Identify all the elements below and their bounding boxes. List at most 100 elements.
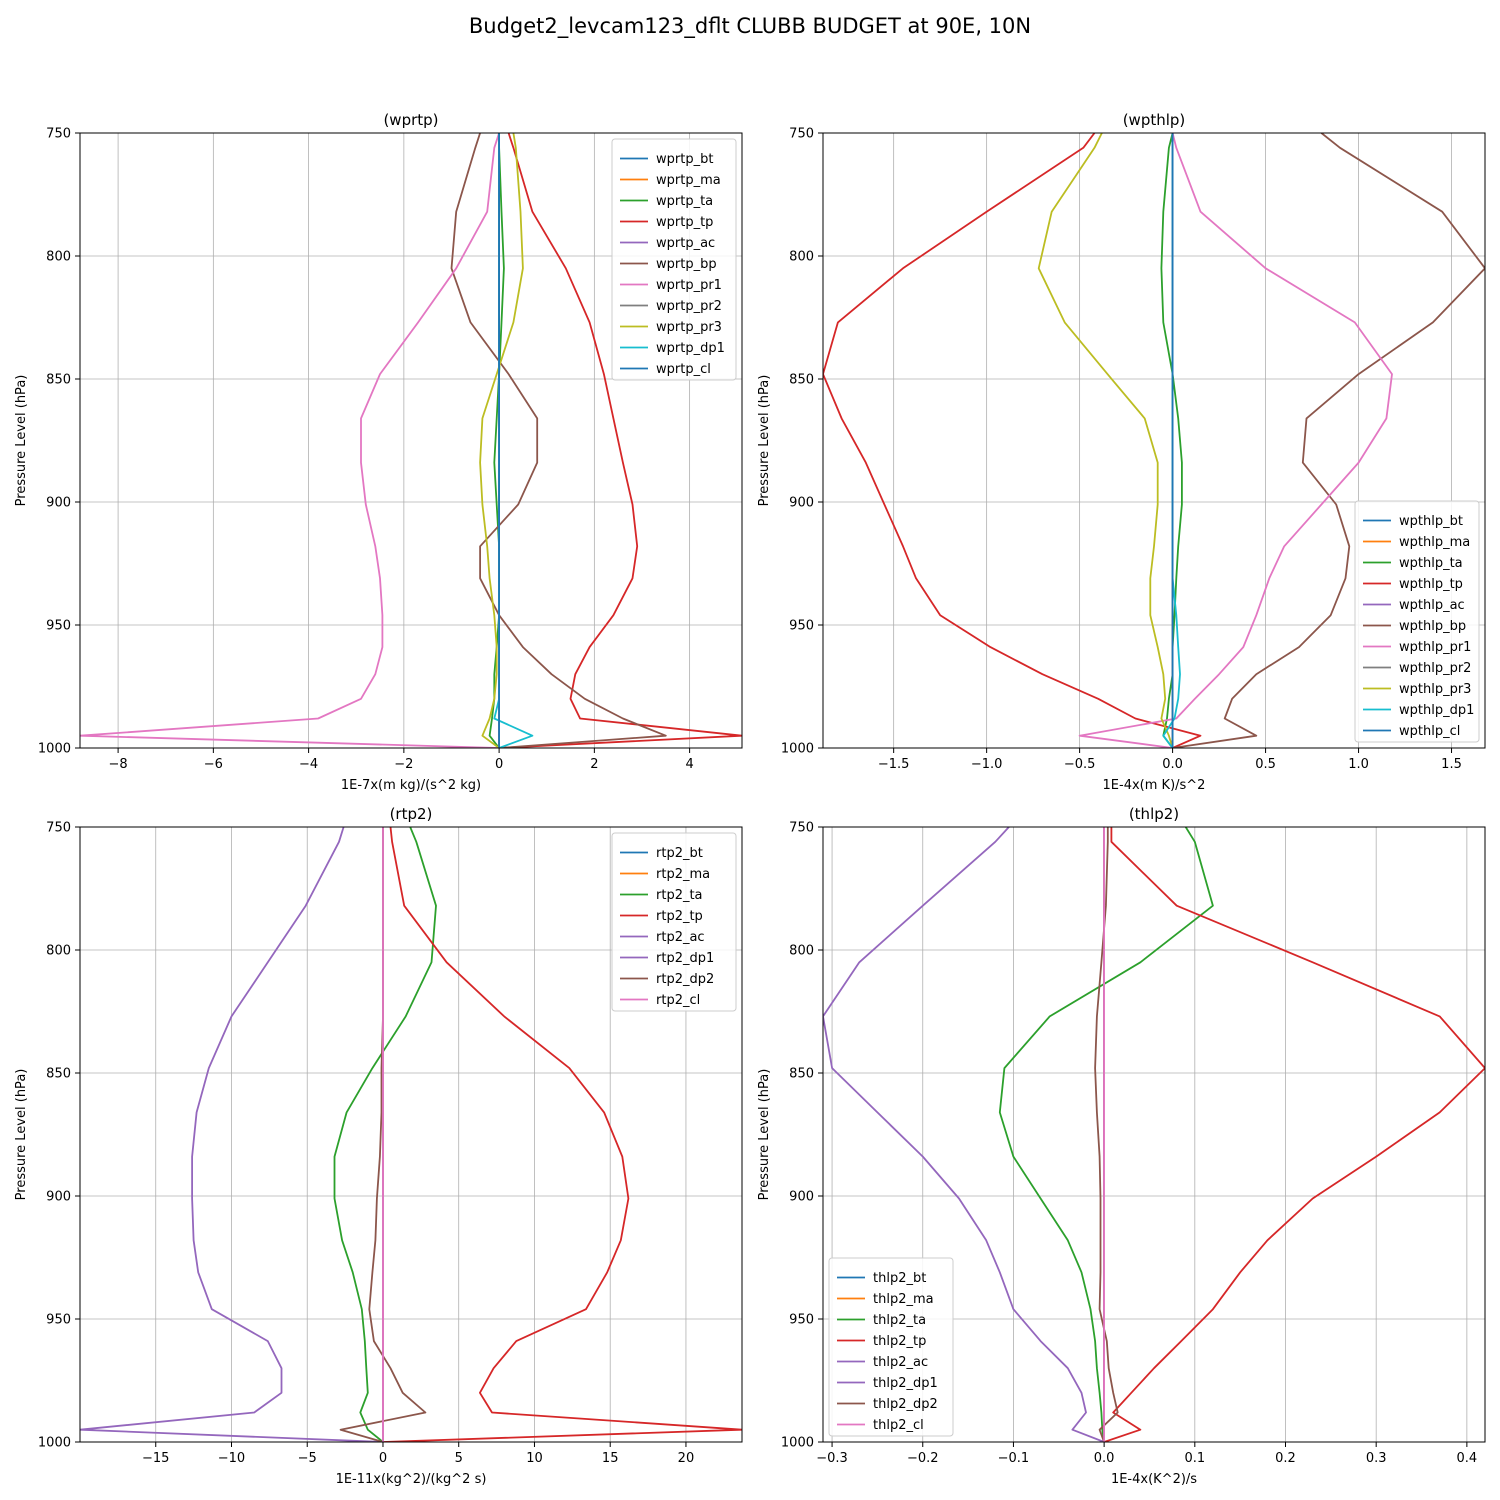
series-lines: [823, 827, 1485, 1442]
legend-label-wprtp_dp1: wprtp_dp1: [656, 341, 725, 356]
legend-label-thlp2_ta: thlp2_ta: [873, 1313, 926, 1328]
y-tick: 1000: [38, 742, 80, 757]
x-tick-label: −6: [204, 757, 223, 772]
x-tick: 0.0: [1162, 748, 1183, 772]
x-tick-label: 0.2: [1275, 1451, 1296, 1466]
legend-label-thlp2_bt: thlp2_bt: [873, 1271, 926, 1286]
x-tick: −1.5: [878, 748, 909, 772]
x-tick: 0.0: [1094, 1442, 1114, 1466]
y-tick: 750: [789, 821, 823, 836]
y-tick-label: 800: [789, 250, 814, 265]
legend-label-wpthlp_cl: wpthlp_cl: [1399, 724, 1460, 739]
x-tick: 0.4: [1457, 1442, 1477, 1466]
y-tick: 750: [46, 127, 80, 142]
panel-title: (thlp2): [1129, 805, 1179, 823]
legend-label-thlp2_ma: thlp2_ma: [873, 1292, 934, 1307]
x-tick: −5: [298, 1442, 317, 1466]
y-tick-label: 850: [46, 373, 71, 388]
legend-label-wprtp_ma: wprtp_ma: [656, 173, 721, 188]
y-tick-label: 750: [789, 821, 814, 836]
y-tick: 950: [789, 1313, 823, 1328]
y-tick-label: 750: [46, 821, 71, 836]
legend-label-rtp2_bt: rtp2_bt: [656, 846, 703, 861]
y-tick: 800: [46, 250, 80, 265]
x-tick: 20: [678, 1442, 695, 1466]
y-tick-label: 1000: [781, 1436, 814, 1451]
legend-label-thlp2_tp: thlp2_tp: [873, 1334, 926, 1349]
x-tick-label: 20: [678, 1451, 695, 1466]
x-tick: 0: [495, 748, 503, 772]
legend-label-wprtp_bt: wprtp_bt: [656, 152, 713, 167]
y-tick-label: 950: [46, 1313, 71, 1328]
legend-label-rtp2_ta: rtp2_ta: [656, 888, 703, 903]
x-tick: 1.0: [1348, 748, 1369, 772]
series-line-wpthlp_ta: [1160, 133, 1183, 748]
legend: thlp2_bt thlp2_ma thlp2_ta thlp2_tp thlp2_ac…: [828, 1257, 954, 1437]
legend-label-wprtp_ta: wprtp_ta: [656, 194, 713, 209]
x-tick-label: 15: [602, 1451, 619, 1466]
y-tick: 900: [789, 496, 823, 511]
legend-label-wpthlp_pr3: wpthlp_pr3: [1399, 682, 1471, 697]
x-tick: −6: [204, 748, 223, 772]
x-tick: −0.5: [1064, 748, 1096, 772]
axes-frame: [822, 132, 1486, 749]
series-line-wprtp_tp: [499, 133, 742, 748]
figure-suptitle: Budget2_levcam123_dflt CLUBB BUDGET at 9…: [468, 14, 1032, 38]
legend-label-wpthlp_ac: wpthlp_ac: [1399, 598, 1465, 613]
legend-label-wpthlp_bp: wpthlp_bp: [1399, 619, 1466, 634]
x-tick: 15: [602, 1442, 619, 1466]
y-tick-label: 850: [789, 373, 814, 388]
y-tick: 750: [46, 821, 80, 836]
legend-label-wpthlp_tp: wpthlp_tp: [1399, 577, 1463, 592]
axes-frame: [79, 132, 743, 749]
series-line-wpthlp_tp: [823, 133, 1202, 748]
x-tick: 5: [455, 1442, 463, 1466]
x-axis-label: 1E-7x(m kg)/(s^2 kg): [341, 778, 481, 793]
axes-frame: [822, 826, 1486, 1443]
x-tick-label: −0.2: [907, 1451, 939, 1466]
x-tick-label: −1.0: [971, 757, 1003, 772]
y-tick: 900: [789, 1190, 823, 1205]
legend-label-wpthlp_pr1: wpthlp_pr1: [1399, 640, 1471, 655]
series-line-thlp2_dp2: [1094, 827, 1119, 1442]
series-line-wpthlp_bp: [1172, 133, 1485, 748]
x-tick-label: −5: [298, 1451, 317, 1466]
y-axis-label: Pressure Level (hPa): [757, 375, 772, 507]
y-tick-label: 950: [789, 1313, 814, 1328]
y-tick: 800: [789, 944, 823, 959]
x-tick: −15: [142, 1442, 169, 1466]
series-line-thlp2_tp: [1103, 827, 1485, 1442]
y-tick: 850: [789, 373, 823, 388]
legend-label-rtp2_dp1: rtp2_dp1: [656, 951, 714, 966]
y-axis-label: Pressure Level (hPa): [14, 375, 29, 507]
x-tick: 10: [526, 1442, 543, 1466]
series-line-rtp2_tp: [382, 827, 742, 1442]
y-tick-label: 800: [46, 250, 71, 265]
series-line-wpthlp_pr1: [1078, 133, 1393, 748]
x-tick-label: −8: [109, 757, 128, 772]
legend-label-rtp2_ac: rtp2_ac: [656, 930, 705, 945]
y-tick: 850: [789, 1067, 823, 1082]
y-tick-label: 950: [46, 619, 71, 634]
x-tick-label: −0.5: [1064, 757, 1096, 772]
x-tick: 2: [590, 748, 599, 772]
x-tick-label: 1.0: [1348, 757, 1369, 772]
y-tick-label: 1000: [38, 1436, 71, 1451]
x-tick: 0.1: [1184, 1442, 1205, 1466]
legend-label-wpthlp_dp1: wpthlp_dp1: [1399, 703, 1474, 718]
legend-label-wprtp_cl: wprtp_cl: [656, 362, 711, 377]
y-tick-label: 900: [46, 1190, 71, 1205]
legend-label-wprtp_bp: wprtp_bp: [656, 257, 717, 272]
legend: rtp2_bt rtp2_ma rtp2_ta rtp2_tp rtp2_ac rtp2_…: [611, 832, 737, 1012]
x-tick-label: 0.5: [1255, 757, 1276, 772]
legend-label-thlp2_ac: thlp2_ac: [873, 1355, 928, 1370]
y-tick-label: 850: [46, 1067, 71, 1082]
x-tick: −2: [394, 748, 413, 772]
series-line-thlp2_ta: [998, 827, 1214, 1442]
y-tick: 850: [46, 373, 80, 388]
legend: wprtp_bt wprtp_ma wprtp_ta wprtp_tp wprtp_ac…: [611, 138, 737, 381]
legend-label-thlp2_cl: thlp2_cl: [873, 1418, 924, 1433]
